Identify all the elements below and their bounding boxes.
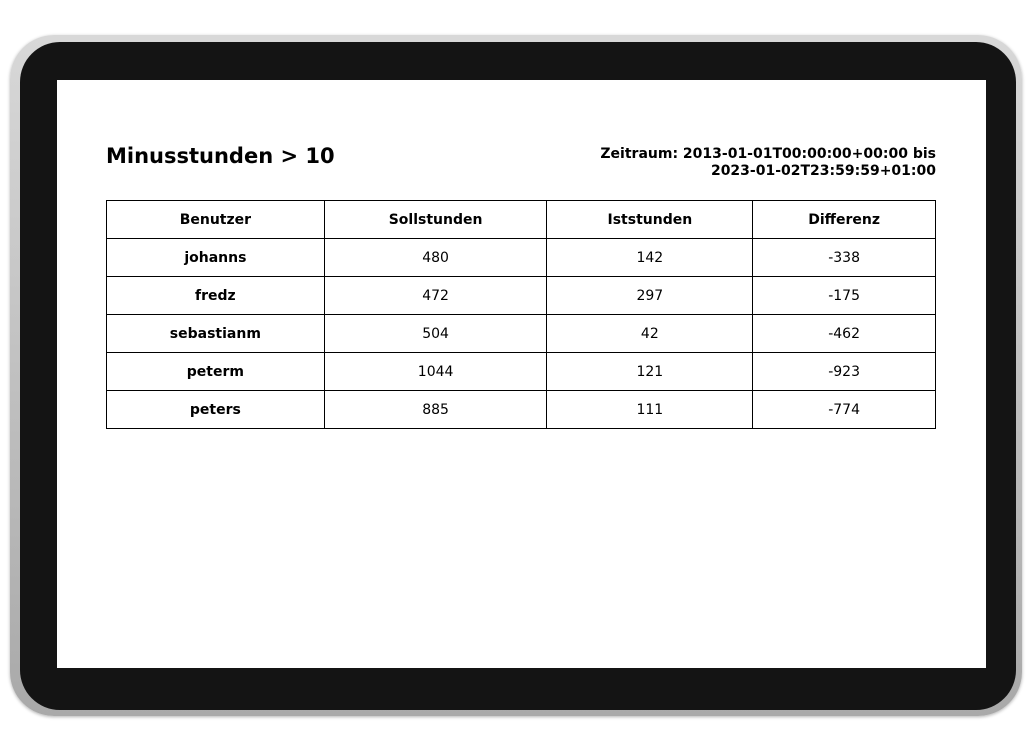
column-header-differenz: Differenz bbox=[752, 200, 936, 239]
diff-cell: -175 bbox=[752, 276, 936, 315]
hours-table: Benutzer Sollstunden Iststunden Differen… bbox=[106, 200, 936, 429]
table-row: fredz 472 297 -175 bbox=[106, 276, 936, 315]
table-row: sebastianm 504 42 -462 bbox=[106, 314, 936, 353]
table-row: peterm 1044 121 -923 bbox=[106, 352, 936, 391]
column-header-benutzer: Benutzer bbox=[106, 200, 325, 239]
diff-cell: -774 bbox=[752, 390, 936, 429]
soll-cell: 885 bbox=[323, 390, 548, 429]
soll-cell: 1044 bbox=[323, 352, 548, 391]
ist-cell: 142 bbox=[546, 238, 754, 277]
date-range-end: 2023-01-02T23:59:59+01:00 bbox=[710, 163, 936, 179]
column-header-iststunden: Iststunden bbox=[546, 200, 754, 239]
column-header-sollstunden: Sollstunden bbox=[323, 200, 548, 239]
soll-cell: 472 bbox=[323, 276, 548, 315]
ist-cell: 42 bbox=[546, 314, 754, 353]
table-header: Benutzer Sollstunden Iststunden Differen… bbox=[106, 200, 936, 239]
diff-cell: -338 bbox=[752, 238, 936, 277]
table-row: johanns 480 142 -338 bbox=[106, 238, 936, 277]
date-range: Zeitraum: 2013-01-01T00:00:00+00:00 bis … bbox=[600, 146, 936, 180]
ist-cell: 111 bbox=[546, 390, 754, 429]
soll-cell: 504 bbox=[323, 314, 548, 353]
soll-cell: 480 bbox=[323, 238, 548, 277]
page-title: Minusstunden > 10 bbox=[106, 144, 335, 168]
user-cell: peters bbox=[106, 390, 325, 429]
date-range-start: Zeitraum: 2013-01-01T00:00:00+00:00 bis bbox=[600, 146, 936, 162]
ist-cell: 121 bbox=[546, 352, 754, 391]
user-cell: johanns bbox=[106, 238, 325, 277]
user-cell: sebastianm bbox=[106, 314, 325, 353]
diff-cell: -462 bbox=[752, 314, 936, 353]
user-cell: fredz bbox=[106, 276, 325, 315]
diff-cell: -923 bbox=[752, 352, 936, 391]
table-row: peters 885 111 -774 bbox=[106, 390, 936, 429]
user-cell: peterm bbox=[106, 352, 325, 391]
screen: Minusstunden > 10 Zeitraum: 2013-01-01T0… bbox=[57, 80, 986, 668]
ist-cell: 297 bbox=[546, 276, 754, 315]
